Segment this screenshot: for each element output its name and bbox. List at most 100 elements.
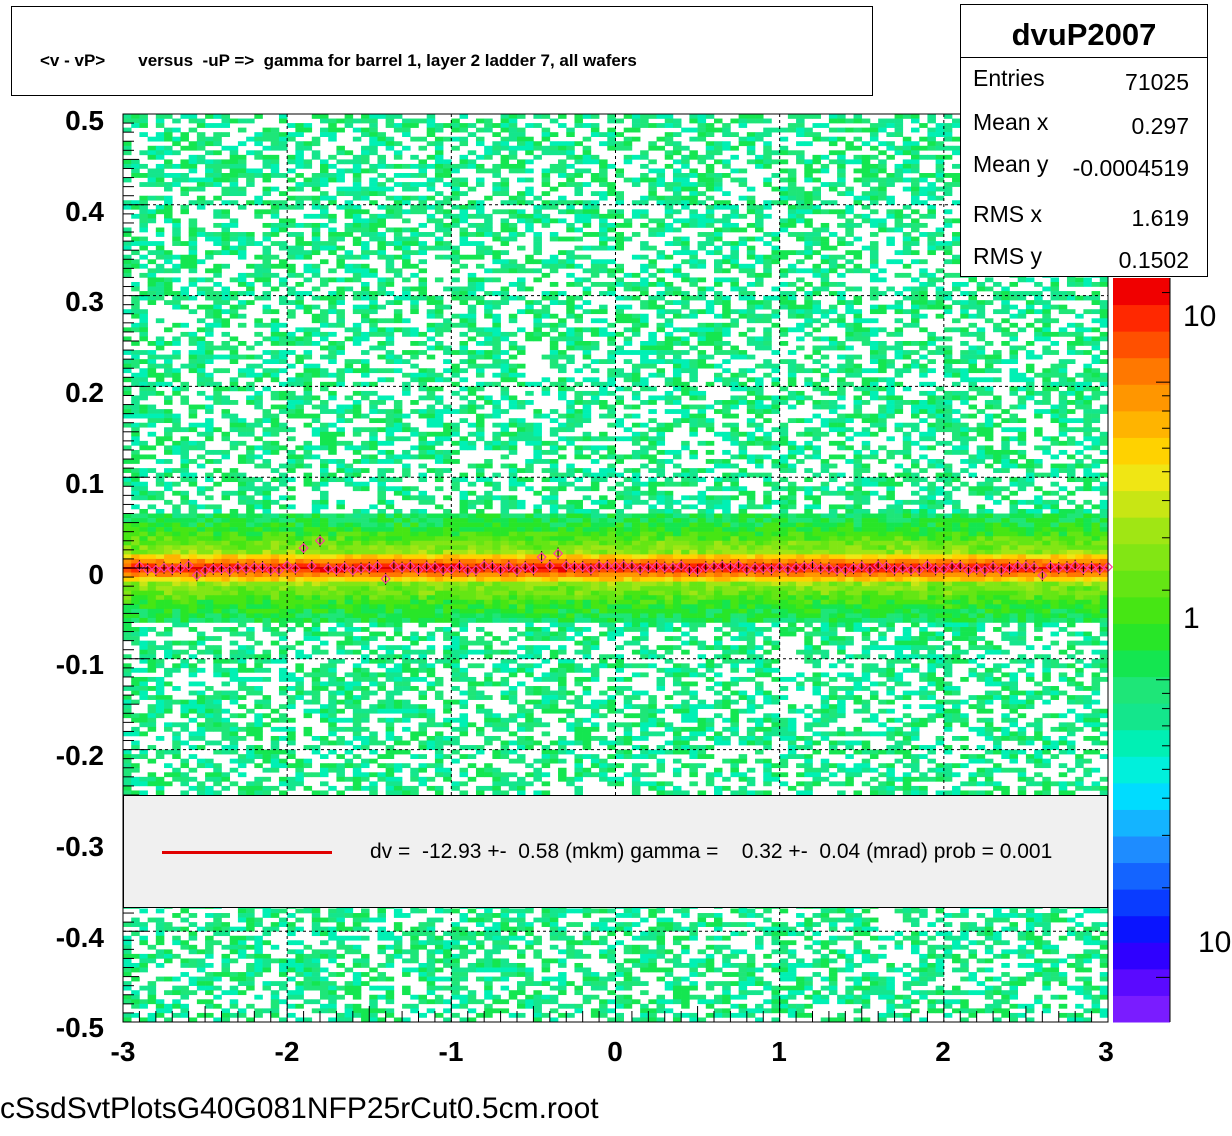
heatmap-cell	[673, 400, 682, 405]
heatmap-cell	[435, 432, 444, 437]
heatmap-cell	[771, 441, 780, 446]
heatmap-cell	[345, 368, 354, 373]
heatmap-cell	[747, 132, 756, 137]
heatmap-cell	[468, 309, 477, 314]
heatmap-cell	[509, 155, 518, 160]
heatmap-cell	[657, 327, 666, 332]
heatmap-cell	[238, 168, 247, 173]
heatmap-cell	[156, 178, 165, 183]
heatmap-cell	[944, 350, 953, 355]
heatmap-cell	[501, 137, 510, 142]
heatmap-cell	[886, 386, 895, 391]
heatmap-cell	[845, 327, 854, 332]
heatmap-cell	[156, 418, 165, 423]
heatmap-cell	[755, 300, 764, 305]
heatmap-cell	[533, 141, 542, 146]
heatmap-cell	[295, 327, 304, 332]
heatmap-cell	[492, 305, 501, 310]
heatmap-cell	[665, 137, 674, 142]
heatmap-cell	[870, 309, 879, 314]
heatmap-cell	[944, 427, 953, 432]
heatmap-cell	[394, 296, 403, 301]
heatmap-cell	[1059, 427, 1068, 432]
heatmap-cell	[1026, 305, 1035, 310]
heatmap-cell	[944, 182, 953, 187]
heatmap-cell	[780, 459, 789, 464]
heatmap-cell	[657, 296, 666, 301]
heatmap-cell	[468, 159, 477, 164]
heatmap-cell	[410, 300, 419, 305]
heatmap-cell	[312, 427, 321, 432]
heatmap-cell	[665, 268, 674, 273]
heatmap-cell	[369, 178, 378, 183]
heatmap-cell	[402, 296, 411, 301]
heatmap-cell	[492, 146, 501, 151]
heatmap-cell	[788, 377, 797, 382]
heatmap-cell	[960, 314, 969, 319]
heatmap-cell	[870, 368, 879, 373]
heatmap-cell	[246, 150, 255, 155]
heatmap-cell	[410, 155, 419, 160]
heatmap-cell	[492, 341, 501, 346]
heatmap-cell	[386, 432, 395, 437]
heatmap-cell	[501, 155, 510, 160]
heatmap-cell	[657, 309, 666, 314]
heatmap-cell	[402, 209, 411, 214]
heatmap-cell	[763, 128, 772, 133]
heatmap-cell	[1042, 386, 1051, 391]
heatmap-cell	[263, 409, 272, 414]
heatmap-cell	[197, 423, 206, 428]
heatmap-cell	[1059, 450, 1068, 455]
heatmap-cell	[829, 137, 838, 142]
heatmap-cell	[673, 273, 682, 278]
heatmap-cell	[484, 445, 493, 450]
heatmap-cell	[336, 418, 345, 423]
heatmap-cell	[148, 250, 157, 255]
heatmap-cell	[328, 137, 337, 142]
heatmap-cell	[566, 150, 575, 155]
heatmap-cell	[936, 155, 945, 160]
heatmap-cell	[624, 414, 633, 419]
heatmap-cell	[287, 464, 296, 469]
heatmap-cell	[328, 350, 337, 355]
heatmap-cell	[164, 341, 173, 346]
heatmap-cell	[813, 327, 822, 332]
heatmap-cell	[394, 228, 403, 233]
heatmap-cell	[771, 368, 780, 373]
heatmap-cell	[944, 336, 953, 341]
heatmap-cell	[813, 237, 822, 242]
heatmap-cell	[501, 336, 510, 341]
heatmap-cell	[845, 250, 854, 255]
heatmap-cell	[287, 314, 296, 319]
heatmap-cell	[780, 327, 789, 332]
heatmap-cell	[451, 323, 460, 328]
heatmap-cell	[985, 418, 994, 423]
heatmap-cell	[854, 159, 863, 164]
heatmap-cell	[977, 327, 986, 332]
heatmap-cell	[1059, 423, 1068, 428]
heatmap-cell	[394, 214, 403, 219]
heatmap-cell	[747, 377, 756, 382]
heatmap-cell	[878, 377, 887, 382]
heatmap-cell	[1092, 355, 1101, 360]
heatmap-cell	[509, 237, 518, 242]
heatmap-cell	[796, 218, 805, 223]
heatmap-cell	[361, 168, 370, 173]
heatmap-cell	[180, 159, 189, 164]
heatmap-cell	[550, 164, 559, 169]
heatmap-cell	[271, 232, 280, 237]
heatmap-cell	[320, 441, 329, 446]
heatmap-cell	[837, 209, 846, 214]
heatmap-cell	[213, 237, 222, 242]
heatmap-cell	[706, 182, 715, 187]
heatmap-cell	[895, 350, 904, 355]
heatmap-cell	[320, 259, 329, 264]
heatmap-cell	[895, 373, 904, 378]
heatmap-cell	[804, 168, 813, 173]
heatmap-cell	[599, 359, 608, 364]
heatmap-cell	[944, 359, 953, 364]
heatmap-cell	[968, 427, 977, 432]
heatmap-cell	[1092, 296, 1101, 301]
heatmap-cell	[665, 241, 674, 246]
heatmap-cell	[903, 114, 912, 119]
